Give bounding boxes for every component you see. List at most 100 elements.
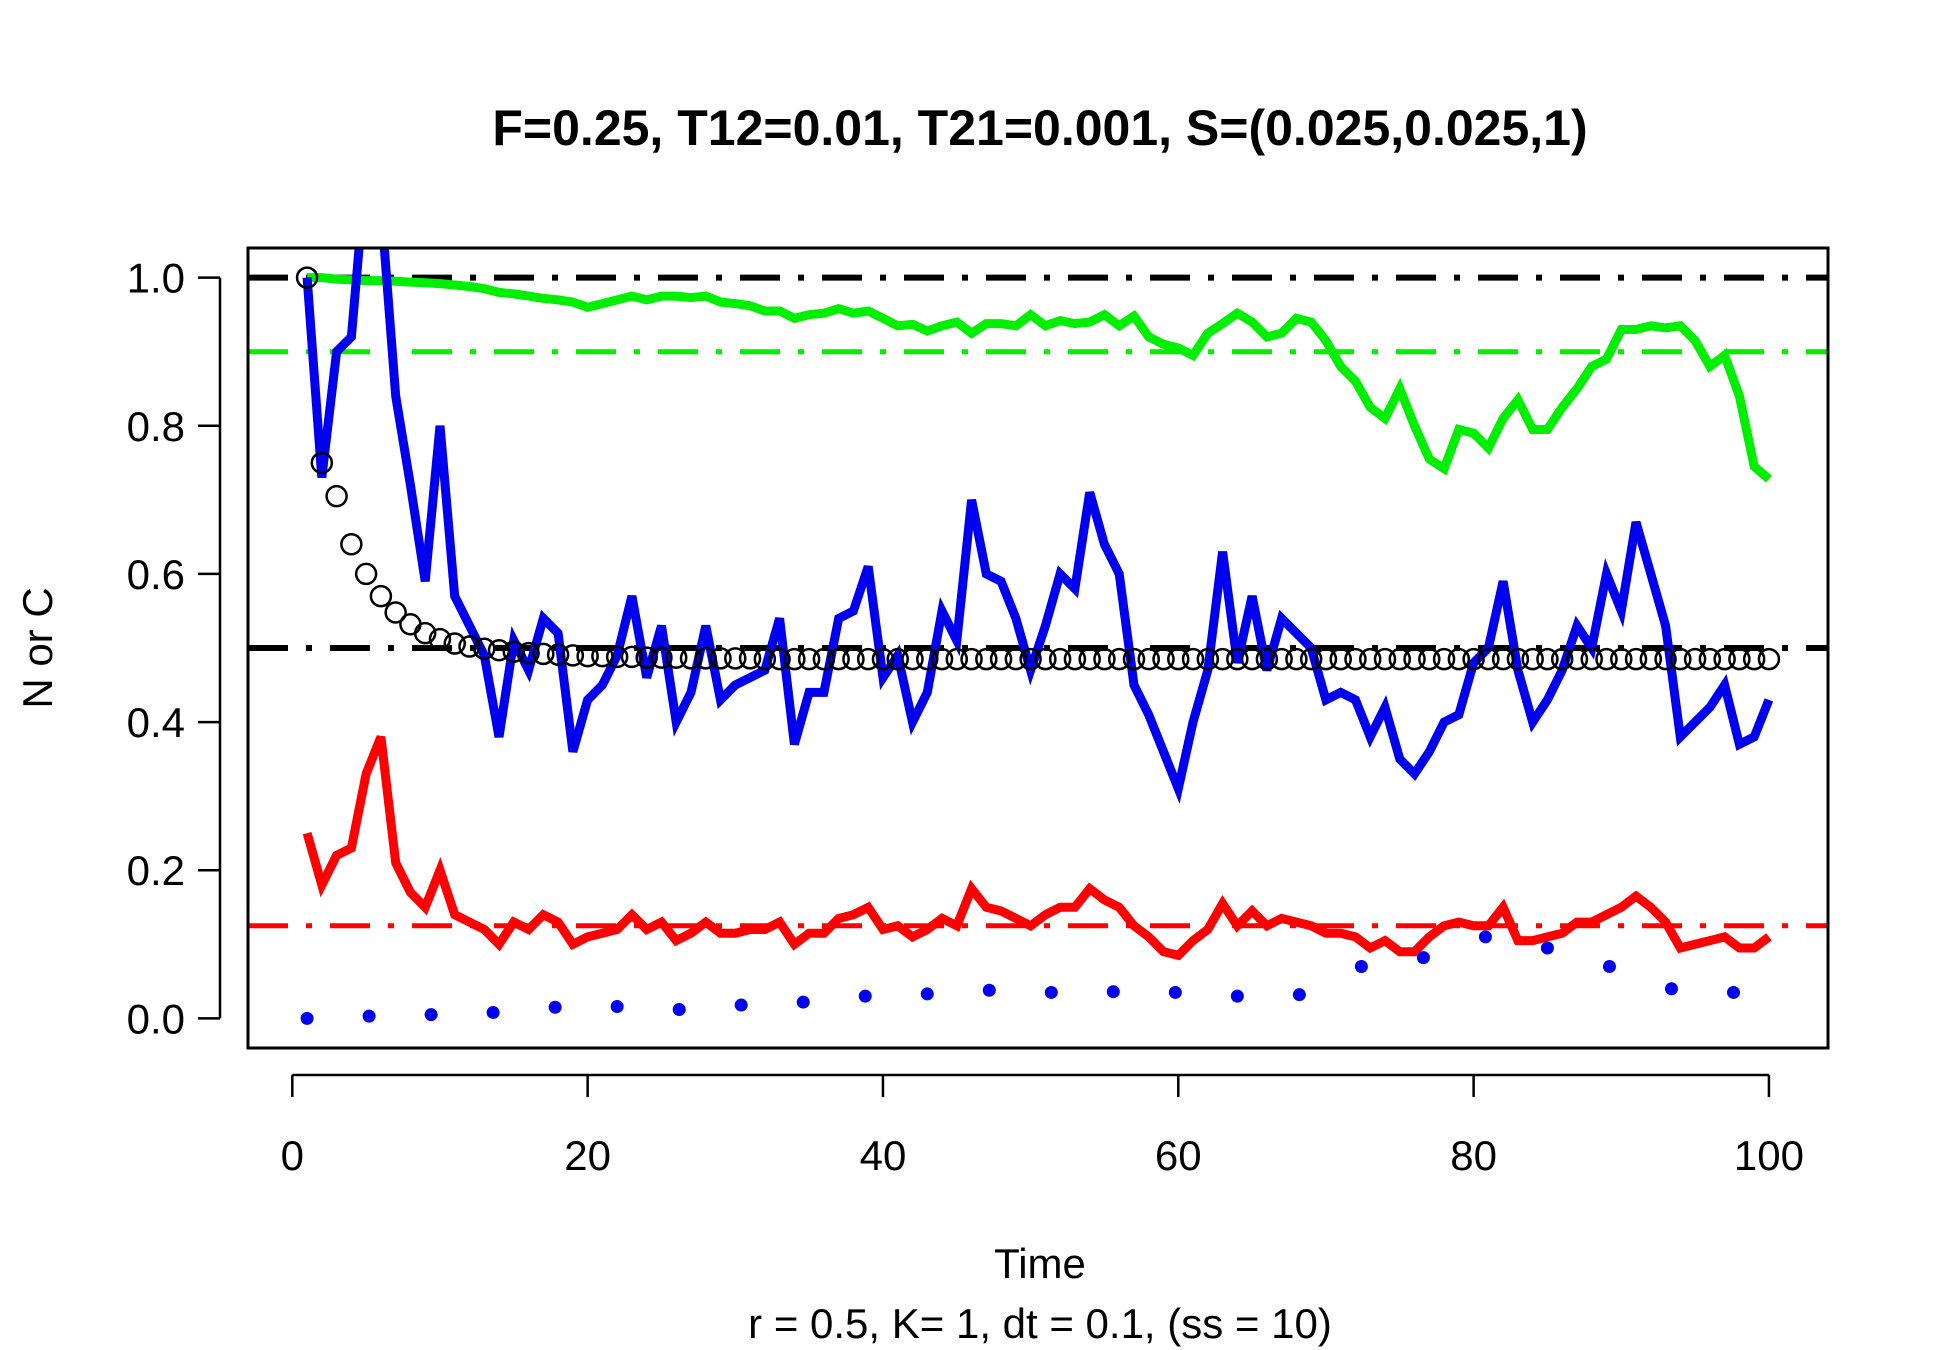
series-point — [1669, 647, 1692, 671]
series-point — [871, 647, 895, 671]
x-tick-label: 20 — [564, 1132, 611, 1179]
series-point — [1034, 647, 1057, 671]
series-point — [1048, 647, 1072, 671]
series-line-0 — [307, 273, 1772, 483]
series-point — [1462, 647, 1485, 671]
series-point — [901, 647, 924, 671]
series-point — [1270, 647, 1293, 671]
series-point — [1580, 647, 1603, 671]
y-tick-label: 1.0 — [127, 255, 185, 302]
series-line-1 — [302, 248, 1774, 804]
series-point — [1063, 647, 1087, 671]
series-point — [1698, 647, 1722, 671]
series-point — [1624, 647, 1648, 671]
series-point — [1595, 647, 1618, 671]
series-2 — [302, 735, 1772, 961]
series-point — [1106, 985, 1120, 999]
series-point — [1728, 647, 1751, 671]
series-point — [1354, 960, 1368, 974]
chart-title: F=0.25, T12=0.01, T21=0.001, S=(0.025,0.… — [492, 100, 1587, 156]
series-point — [812, 647, 836, 671]
series-point — [443, 632, 466, 655]
series-point — [1432, 647, 1456, 671]
series-point — [672, 1002, 686, 1016]
series-point — [1167, 647, 1190, 671]
series-point — [1004, 647, 1028, 671]
series-point — [1683, 647, 1707, 671]
series-point — [886, 647, 909, 671]
series-point — [620, 645, 644, 669]
series-point — [1550, 647, 1574, 671]
series-point — [1713, 647, 1736, 671]
series-point — [664, 646, 688, 669]
series-4 — [300, 930, 1740, 1025]
series-point — [502, 640, 526, 663]
series-point — [1226, 647, 1249, 671]
y-axis: 0.0 0.2 0.4 0.6 0.8 1.0 — [127, 255, 222, 1042]
y-tick-label: 0.8 — [127, 403, 185, 450]
series-point — [920, 987, 934, 1001]
y-axis-label: N or C — [14, 587, 61, 708]
series-point — [1521, 647, 1544, 671]
series-point — [295, 266, 319, 289]
series-point — [473, 637, 496, 660]
series-point — [561, 644, 585, 667]
series-point — [1654, 647, 1677, 671]
series-point — [1358, 647, 1382, 671]
series-point — [325, 484, 348, 508]
series-point — [796, 995, 810, 1009]
series-point — [975, 647, 998, 671]
series-point — [1664, 982, 1678, 996]
x-axis: 0 20 40 60 80 100 — [281, 1073, 1804, 1179]
series-point — [1044, 985, 1058, 999]
series-point — [548, 1000, 562, 1014]
series-point — [1078, 647, 1101, 671]
series-point — [1292, 988, 1306, 1002]
series-point — [1491, 647, 1515, 671]
series-point — [1540, 941, 1554, 955]
series-point — [1299, 647, 1323, 671]
series-point — [1639, 647, 1663, 671]
series-point — [1536, 647, 1559, 671]
y-tick-label: 0.2 — [127, 847, 185, 894]
series-point — [1742, 647, 1766, 671]
series-point — [486, 1005, 500, 1019]
series-point — [428, 627, 452, 651]
series-point — [487, 638, 511, 662]
series-point — [1255, 647, 1279, 671]
series-point — [576, 644, 599, 668]
series-point — [916, 647, 939, 671]
series-point — [591, 644, 614, 668]
series-point — [413, 621, 437, 645]
series-point — [768, 647, 791, 671]
series-point — [310, 451, 334, 475]
series-point — [532, 642, 555, 666]
series-point — [783, 647, 806, 671]
series-point — [842, 647, 865, 671]
chart-subtitle: r = 0.5, K= 1, dt = 0.1, (ss = 10) — [748, 1300, 1332, 1347]
series-point — [1477, 647, 1500, 671]
series-point — [650, 646, 673, 669]
series-point — [1403, 647, 1426, 671]
series-point — [635, 646, 658, 669]
series-point — [1230, 989, 1244, 1003]
series-point — [1416, 951, 1430, 965]
series-point — [1196, 647, 1220, 671]
series-point — [1137, 647, 1160, 671]
plot-frame — [246, 246, 1830, 1050]
x-tick-label: 60 — [1155, 1132, 1202, 1179]
series-point — [694, 647, 718, 670]
y-tick-label: 0.0 — [127, 995, 185, 1042]
series-point — [1314, 647, 1338, 671]
x-tick-label: 40 — [860, 1132, 907, 1179]
series-line-2 — [302, 735, 1772, 961]
series-point — [856, 647, 880, 671]
y-tick-label: 0.6 — [127, 551, 185, 598]
series-point — [1181, 647, 1205, 671]
x-tick-label: 100 — [1734, 1132, 1804, 1179]
series-point — [1478, 930, 1492, 944]
x-tick-label: 80 — [1450, 1132, 1497, 1179]
series-point — [734, 998, 748, 1012]
series-point — [1447, 647, 1471, 671]
